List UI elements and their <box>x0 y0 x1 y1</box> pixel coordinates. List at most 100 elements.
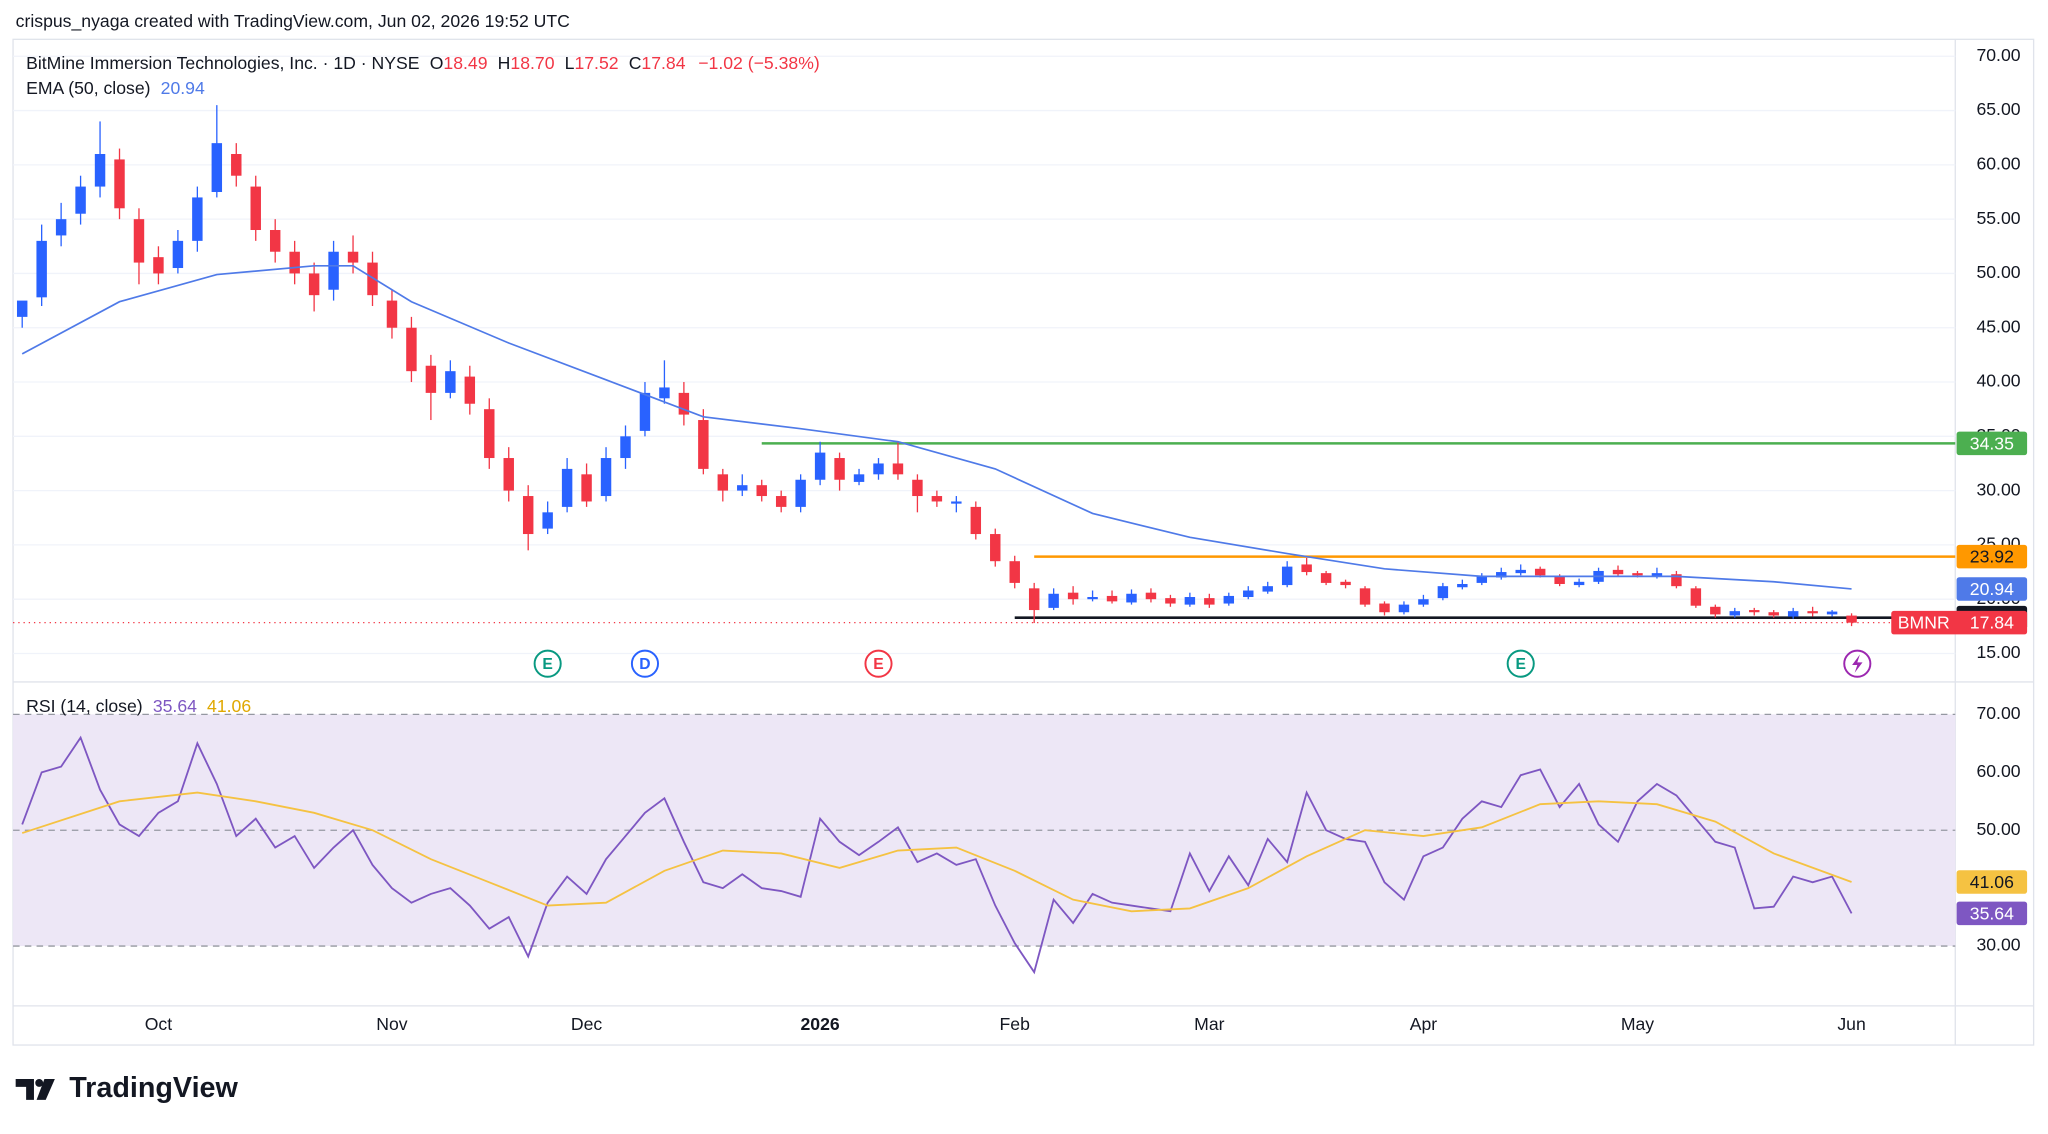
candle-body <box>1340 581 1351 586</box>
candle-body <box>892 463 904 475</box>
candle-body <box>1476 576 1488 583</box>
frame <box>12 38 2035 1046</box>
candle-body <box>737 485 748 491</box>
legend-c: C <box>629 53 642 73</box>
candle-body <box>1379 603 1390 613</box>
candle-body <box>1749 610 1760 613</box>
rsi-tag-bg <box>1956 901 2028 926</box>
symbol-tag: BMNR <box>1898 613 1950 633</box>
event-marker <box>630 649 660 678</box>
legend-c-value: 17.84 <box>641 53 685 73</box>
candle-body <box>1223 595 1235 604</box>
candle-body <box>1612 569 1624 575</box>
candle-body <box>795 479 806 507</box>
candle-body <box>1573 581 1585 586</box>
event-marker <box>864 649 893 678</box>
candle-body <box>659 387 670 399</box>
candle-body <box>503 458 514 491</box>
candle-body <box>367 262 378 296</box>
candle-body <box>386 300 398 328</box>
candle-body <box>1554 576 1565 584</box>
candle-body <box>1301 564 1312 573</box>
y-tick-label: 40.00 <box>1976 371 2020 391</box>
last-price-tag: 17.84 <box>1970 613 2014 633</box>
candle-body <box>425 365 437 393</box>
candle-body <box>16 300 28 317</box>
legend-h: H <box>498 53 511 73</box>
candle-body <box>75 186 86 214</box>
candle-body <box>1281 566 1293 586</box>
candle-body <box>445 371 456 393</box>
candle-body <box>464 376 476 404</box>
candle-body <box>1632 573 1643 576</box>
legend-title: BitMine Immersion Technologies, Inc. · 1… <box>26 53 419 73</box>
candle-body <box>1515 569 1526 574</box>
candle-body <box>1126 593 1137 603</box>
event-label: E <box>542 656 552 673</box>
rsi-tag: 35.64 <box>1970 903 2014 923</box>
candle-body <box>1398 604 1410 613</box>
candle-body <box>211 143 223 193</box>
candle-body <box>1457 583 1468 588</box>
candle-body <box>542 512 553 529</box>
candle-body <box>1807 611 1818 614</box>
candle-body <box>522 496 534 535</box>
candle-body <box>853 474 865 482</box>
event-marker <box>1506 649 1535 678</box>
candle-body <box>1671 574 1682 587</box>
candle-body <box>231 154 242 176</box>
candle-body <box>1106 595 1118 602</box>
candle-body <box>1437 586 1449 599</box>
rsi-title: RSI (14, close) <box>26 695 143 715</box>
symbol-tag-bg <box>1891 610 2028 635</box>
candle-body <box>814 452 826 480</box>
candle-body <box>133 219 145 263</box>
candle-body <box>1787 611 1799 617</box>
candle-body <box>1768 612 1779 616</box>
event-label: E <box>1515 656 1525 673</box>
legend-o-value: 18.49 <box>443 53 487 73</box>
candle-body <box>600 458 612 497</box>
candle-body <box>1729 611 1741 616</box>
rsi-tag-bg <box>1956 870 2028 894</box>
logo <box>15 1079 55 1100</box>
ema-legend: EMA (50, close) 20.94 <box>26 78 205 98</box>
candle-body <box>756 485 767 497</box>
candle-body <box>581 474 592 502</box>
candle-body <box>1710 606 1721 615</box>
legend-h-value: 18.70 <box>510 53 554 73</box>
plot: 15.0020.0025.0030.0035.0040.0045.0050.00… <box>13 45 2028 1034</box>
candle-body <box>1145 592 1157 600</box>
candle-body <box>1048 593 1059 608</box>
candle-body <box>1359 588 1371 605</box>
candle-body <box>406 327 417 372</box>
candle-body <box>1184 597 1196 605</box>
event-label: E <box>873 656 883 673</box>
series-line <box>21 791 1852 913</box>
x-tick-label: Dec <box>571 1014 603 1034</box>
x-tick-label: Mar <box>1194 1014 1224 1034</box>
candle-body <box>153 257 164 274</box>
candle-body <box>639 392 651 431</box>
candle-body <box>1165 598 1176 604</box>
dividend-icon <box>1843 649 1872 678</box>
ema-name: EMA (50, close) <box>26 78 150 98</box>
x-tick-label: May <box>1621 1014 1654 1034</box>
y-tick-label: 45.00 <box>1976 316 2020 336</box>
candle-body <box>873 463 884 475</box>
x-tick-label: Jun <box>1837 1014 1865 1034</box>
candle-body <box>1262 586 1273 592</box>
level-tag: 34.35 <box>1970 433 2014 453</box>
event-marker <box>533 649 562 678</box>
legend-l: L <box>565 53 575 73</box>
level-tag: 23.92 <box>1970 547 2014 567</box>
y-tick-label: 60.00 <box>1976 761 2020 781</box>
candle-body <box>1496 572 1507 578</box>
candle-body <box>1320 573 1332 583</box>
level-tag-bg <box>1956 431 2028 456</box>
y-tick-label: 70.00 <box>1976 703 2020 723</box>
candle-body <box>951 501 962 504</box>
y-tick-label: 60.00 <box>1976 154 2020 174</box>
candle-body <box>1067 592 1079 600</box>
